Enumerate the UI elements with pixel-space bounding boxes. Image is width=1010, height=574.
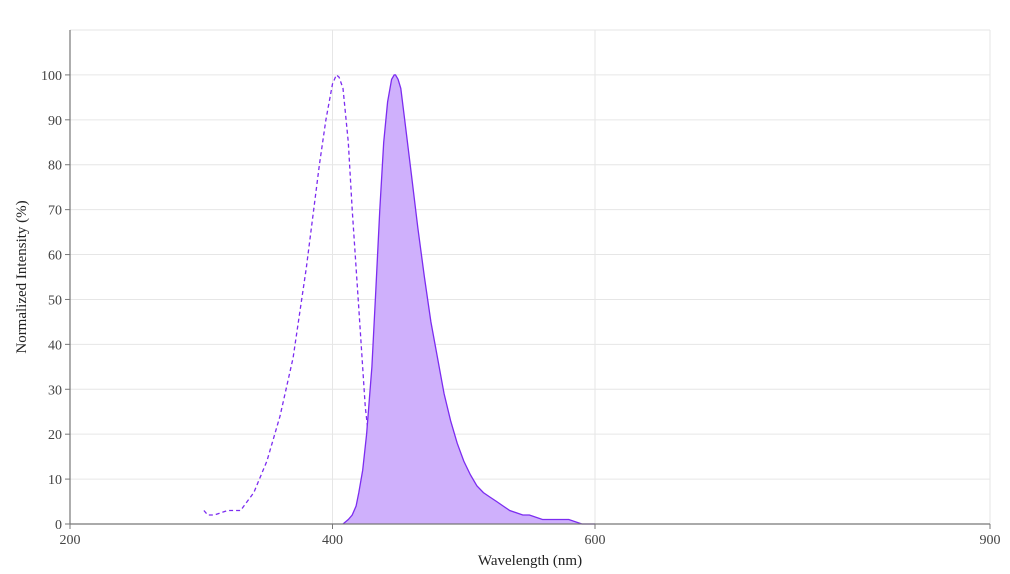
x-tick-label: 400 [322, 533, 343, 548]
y-tick-label: 20 [48, 428, 62, 443]
x-tick-label: 200 [60, 533, 81, 548]
y-tick-label: 50 [48, 293, 62, 308]
y-tick-label: 30 [48, 383, 62, 398]
y-tick-label: 70 [48, 204, 62, 219]
emission-area [343, 74, 595, 525]
emission-line [342, 74, 595, 525]
x-tick-label: 900 [980, 533, 1001, 548]
grid [70, 29, 991, 524]
series-group [203, 73, 595, 525]
y-tick-label: 80 [48, 159, 62, 174]
axes [65, 30, 991, 529]
x-tick-label: 600 [585, 533, 606, 548]
y-tick-label: 90 [48, 114, 62, 129]
y-tick-label: 40 [48, 338, 62, 353]
tick-labels: 0 10 20 30 40 50 60 70 80 90 100 200 400 600 900 [41, 69, 1001, 548]
y-tick-label: 10 [48, 473, 62, 488]
y-tick-label: 100 [41, 69, 62, 84]
y-axis-title: Normalized Intensity (%) [14, 200, 30, 353]
y-tick-label: 60 [48, 249, 62, 264]
y-tick-label: 0 [55, 518, 62, 533]
x-axis-title: Wavelength (nm) [478, 553, 582, 569]
